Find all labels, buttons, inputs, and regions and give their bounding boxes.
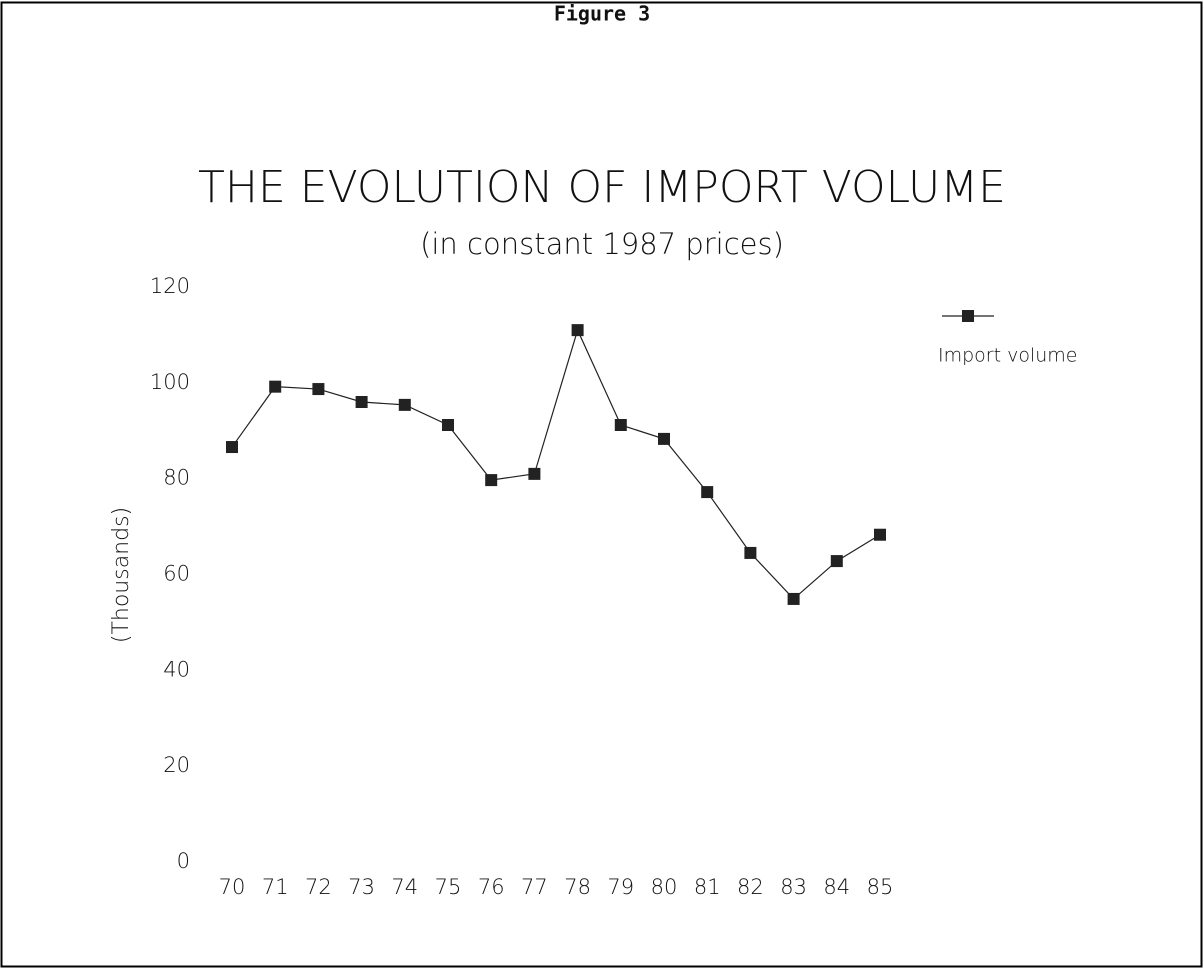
point-marker [528, 467, 541, 480]
y-axis-label: (Thousands) [109, 507, 134, 643]
point-marker [701, 486, 714, 499]
y-tick-label: 120 [150, 274, 190, 298]
legend-label: Import volume [938, 345, 1078, 367]
x-tick-label: 70 [219, 875, 246, 899]
point-marker [830, 555, 843, 568]
x-tick-label: 85 [867, 875, 894, 899]
x-tick-label: 76 [478, 875, 505, 899]
x-tick-label: 80 [651, 875, 678, 899]
point-marker [485, 474, 498, 487]
y-tick-label: 100 [150, 370, 190, 394]
x-tick-label: 82 [737, 875, 764, 899]
y-tick-label: 40 [163, 657, 190, 681]
point-marker [312, 383, 325, 396]
x-tick-label: 79 [607, 875, 634, 899]
x-tick-label: 74 [391, 875, 418, 899]
series-line [231, 328, 881, 600]
point-marker [874, 528, 886, 541]
chart-title: THE EVOLUTION OF IMPORT VOLUME [198, 162, 1006, 213]
point-marker [355, 396, 368, 408]
x-tick-label: 81 [694, 875, 721, 899]
point-marker [442, 419, 454, 431]
legend-marker [962, 310, 974, 322]
x-tick-label: 73 [348, 875, 375, 899]
point-marker [658, 432, 670, 445]
point-marker [787, 592, 800, 605]
x-tick-label: 84 [823, 875, 850, 899]
chart-subtitle: (in constant 1987 prices) [420, 227, 784, 261]
point-marker [226, 441, 238, 454]
point-marker [571, 324, 584, 337]
x-tick-label: 72 [305, 875, 332, 899]
y-tick-label: 20 [163, 753, 190, 777]
x-tick-label: 75 [435, 875, 462, 899]
x-tick-label: 77 [521, 875, 548, 899]
point-marker [398, 398, 411, 411]
x-tick-label: 78 [564, 875, 591, 899]
x-tick-label: 83 [780, 875, 807, 899]
figure-header: Figure 3 [554, 2, 650, 26]
y-tick-label: 0 [177, 849, 190, 873]
point-marker [744, 546, 757, 559]
x-tick-label: 71 [262, 875, 289, 899]
point-marker [269, 380, 282, 393]
point-marker [614, 419, 627, 431]
y-tick-label: 60 [163, 562, 190, 586]
y-tick-label: 80 [163, 466, 190, 490]
